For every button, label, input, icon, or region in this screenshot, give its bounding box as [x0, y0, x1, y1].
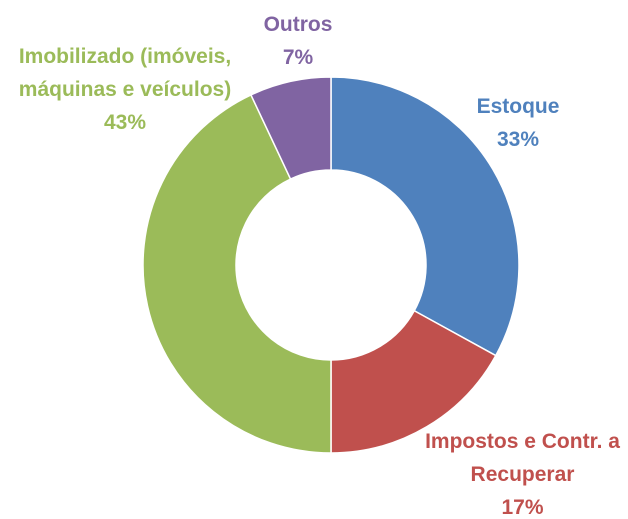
value-label: 7%: [282, 46, 314, 69]
category-label: Outros: [263, 13, 333, 36]
category-label: Impostos e Contr. a Recuperar: [425, 430, 620, 486]
slice-label: Estoque 33%: [438, 90, 598, 156]
donut-slice: [330, 309, 497, 454]
value-label: 43%: [103, 111, 147, 134]
donut-slice: [142, 93, 332, 454]
value-label: 17%: [501, 496, 544, 519]
slice-label: Outros 7%: [218, 8, 378, 74]
value-label: 33%: [496, 128, 540, 151]
donut-slice: [330, 76, 520, 357]
slice-label: Impostos e Contr. a Recuperar 17%: [410, 425, 628, 519]
donut-slice: [249, 76, 332, 181]
slice-label: Imobilizado (imóveis, máquinas e veículo…: [5, 40, 245, 139]
category-label: Imobilizado (imóveis, máquinas e veículo…: [18, 45, 232, 101]
category-label: Estoque: [476, 95, 560, 118]
